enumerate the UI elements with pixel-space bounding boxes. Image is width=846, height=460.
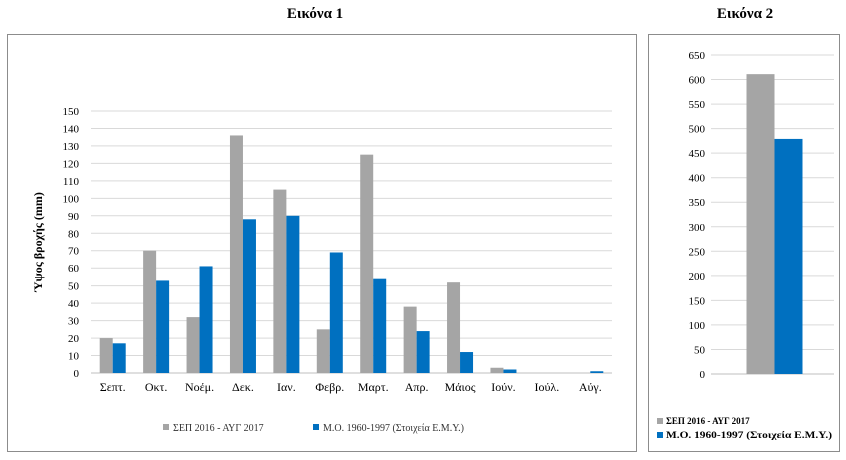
y-tick-label: 350 bbox=[689, 197, 706, 209]
bar-series2 bbox=[199, 266, 213, 373]
x-tick-label: Μαρτ. bbox=[358, 380, 389, 394]
y-tick-label: 120 bbox=[63, 158, 80, 170]
bar-series2 bbox=[112, 343, 126, 373]
y-tick-label: 50 bbox=[694, 344, 706, 356]
x-tick-label: Ιαν. bbox=[277, 380, 296, 394]
x-tick-label: Φεβρ. bbox=[315, 380, 344, 394]
y-tick-label: 10 bbox=[68, 351, 80, 363]
bar-series2 bbox=[460, 352, 474, 373]
bar-series1 bbox=[186, 317, 200, 373]
y-tick-label: 70 bbox=[68, 246, 80, 258]
chart1-panel: Ύψος βροχής (mm) 0 10 20 30 40 50 60 70 80 90 100 11… bbox=[7, 34, 637, 452]
legend-swatch-series2 bbox=[657, 432, 663, 438]
chart2-panel: 0 50 100 150 200 250 300 350 400 450 500 550 600 650 Σ… bbox=[648, 34, 840, 452]
bar-series2 bbox=[590, 371, 604, 373]
y-tick-label: 200 bbox=[689, 271, 706, 283]
y-tick-label: 500 bbox=[689, 124, 706, 136]
bar-series2 bbox=[503, 369, 517, 373]
legend-swatch-series1 bbox=[657, 418, 663, 424]
y-tick-label: 20 bbox=[68, 333, 80, 345]
x-tick-label: Αύγ. bbox=[579, 380, 602, 394]
y-tick-label: 130 bbox=[63, 141, 80, 153]
y-tick-label: 50 bbox=[68, 281, 80, 293]
y-tick-label: 550 bbox=[689, 99, 706, 111]
y-tick-label: 60 bbox=[68, 263, 80, 275]
y-tick-label: 0 bbox=[74, 368, 80, 380]
bar-series1 bbox=[143, 250, 157, 373]
bar-series1 bbox=[229, 135, 243, 373]
y-tick-label: 450 bbox=[689, 148, 706, 160]
y-tick-label: 400 bbox=[689, 173, 706, 185]
legend-label-series1: ΣΕΠ 2016 - ΑΥΓ 2017 bbox=[173, 423, 264, 434]
chart1-svg: Ύψος βροχής (mm) 0 10 20 30 40 50 60 70 80 90 100 11… bbox=[31, 106, 612, 434]
bar-series2 bbox=[373, 278, 387, 373]
bar-series1 bbox=[316, 329, 330, 373]
y-tick-label: 90 bbox=[68, 211, 80, 223]
legend-swatch-series1 bbox=[163, 424, 169, 430]
bar-series1 bbox=[360, 154, 374, 373]
legend-swatch-series2 bbox=[313, 424, 319, 430]
legend-label-series2: Μ.Ο. 1960-1997 (Στοιχεία Ε.Μ.Υ.) bbox=[323, 423, 464, 434]
legend-label-series2: Μ.Ο. 1960-1997 (Στοιχεία Ε.Μ.Υ.) bbox=[666, 430, 832, 440]
chart2-title: Εικόνα 2 bbox=[716, 6, 774, 22]
legend-label-series1: ΣΕΠ 2016 - ΑΥΓ 2017 bbox=[666, 416, 750, 426]
y-tick-label: 150 bbox=[689, 295, 706, 307]
bar-series1 bbox=[490, 367, 504, 373]
y-tick-label: 650 bbox=[689, 50, 706, 62]
y-tick-label: 80 bbox=[68, 228, 80, 240]
bar-series2 bbox=[242, 219, 256, 373]
bar-series1 bbox=[403, 306, 417, 373]
bar-series1 bbox=[99, 338, 113, 373]
bar-series1 bbox=[273, 189, 287, 373]
bar-series2 bbox=[416, 331, 430, 373]
y-tick-label: 250 bbox=[689, 246, 706, 258]
chart1-title: Εικόνα 1 bbox=[286, 6, 344, 22]
y-tick-label: 150 bbox=[63, 106, 80, 118]
bar-series1 bbox=[746, 74, 775, 374]
y-tick-label: 110 bbox=[63, 176, 80, 188]
x-tick-label: Απρ. bbox=[405, 380, 429, 394]
bar-series1 bbox=[447, 282, 461, 373]
x-tick-label: Ιούλ. bbox=[534, 380, 559, 394]
y-tick-label: 600 bbox=[689, 75, 706, 87]
x-tick-label: Μάιος bbox=[445, 380, 476, 394]
x-tick-label: Δεκ. bbox=[232, 380, 254, 394]
bar-series2 bbox=[156, 280, 170, 373]
x-tick-label: Ιούν. bbox=[491, 380, 515, 394]
y-tick-label: 300 bbox=[689, 222, 706, 234]
bar-series2 bbox=[286, 215, 300, 373]
y-tick-label: 0 bbox=[700, 369, 706, 381]
y-tick-label: 140 bbox=[63, 123, 80, 135]
x-tick-label: Οκτ. bbox=[145, 380, 168, 394]
x-tick-label: Νοέμ. bbox=[185, 380, 214, 394]
bar-series2 bbox=[329, 252, 343, 373]
y-tick-label: 30 bbox=[68, 316, 80, 328]
y-tick-label: 100 bbox=[689, 320, 706, 332]
chart2-svg: 0 50 100 150 200 250 300 350 400 450 500 550 600 650 Σ… bbox=[657, 50, 834, 440]
y-tick-label: 100 bbox=[63, 193, 80, 205]
x-tick-label: Σεπτ. bbox=[100, 380, 126, 394]
bar-series2 bbox=[774, 138, 803, 374]
y-tick-label: 40 bbox=[68, 298, 80, 310]
y-axis-label: Ύψος βροχής (mm) bbox=[31, 192, 45, 293]
